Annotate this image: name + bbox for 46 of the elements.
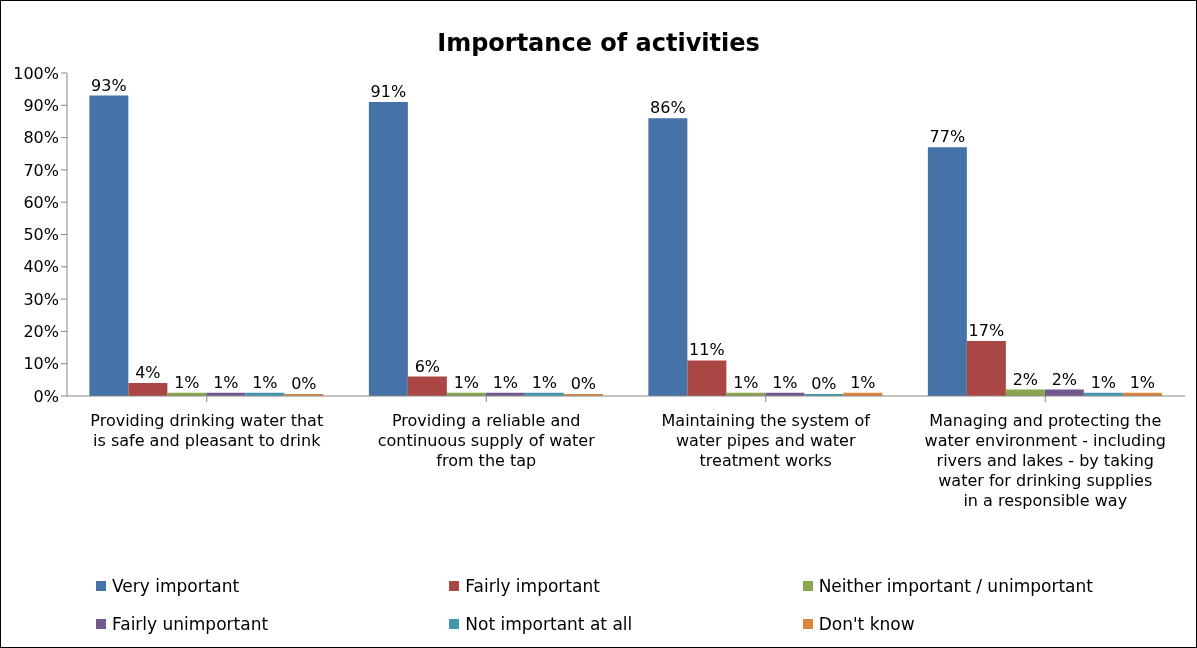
data-label: 2% — [1051, 369, 1078, 389]
data-label: 1% — [1129, 372, 1156, 392]
data-label: 1% — [850, 372, 876, 392]
data-label: 1% — [531, 372, 558, 392]
x-tick-label: Providing a reliable and continuous supply of water from the tap — [377, 411, 596, 470]
data-label: 1% — [213, 372, 239, 392]
data-label: 17% — [968, 321, 1005, 341]
legend-label: Don't know — [818, 614, 915, 634]
data-label: 0% — [811, 374, 837, 393]
data-label: 1% — [772, 372, 798, 392]
data-label: 1% — [174, 372, 200, 392]
chart-title: Importance of activities — [436, 29, 761, 57]
legend-label: Very important — [112, 576, 240, 596]
data-label: 6% — [414, 356, 441, 376]
y-tick-label: 60% — [23, 192, 59, 212]
y-tick-label: 80% — [23, 128, 59, 148]
data-label: 1% — [492, 372, 519, 392]
data-label: 1% — [453, 372, 480, 392]
data-label: 77% — [929, 127, 966, 147]
y-tick-label: 20% — [23, 322, 59, 342]
data-label: 0% — [291, 374, 317, 393]
legend-label: Neither important / unimportant — [818, 576, 1093, 596]
y-tick-label: 10% — [23, 354, 59, 374]
data-label: 91% — [370, 82, 407, 102]
y-tick-label: 30% — [23, 289, 59, 309]
x-tick-label: Providing drinking water that is safe and pleasant to drink — [90, 411, 324, 450]
x-tick-label: Managing and protecting the water environment - including rivers and lakes - by taking water for drinking supplies in a responsible way — [924, 411, 1166, 510]
data-label: 2% — [1012, 369, 1039, 389]
legend-label: Not important at all — [465, 614, 633, 634]
data-label: 86% — [650, 98, 686, 118]
data-label: 11% — [689, 340, 725, 360]
y-tick-label: 100% — [13, 63, 59, 83]
y-tick-label: 40% — [23, 257, 59, 277]
data-label: 4% — [135, 363, 161, 383]
legend-label: Fairly important — [465, 576, 600, 596]
data-label: 0% — [570, 374, 597, 393]
data-label: 1% — [252, 372, 278, 392]
data-label: 93% — [91, 75, 127, 95]
y-tick-label: 0% — [33, 386, 59, 406]
data-label: 1% — [1090, 372, 1117, 392]
y-tick-label: 50% — [23, 225, 59, 245]
legend-label: Fairly unimportant — [112, 614, 269, 634]
y-tick-label: 90% — [23, 95, 59, 115]
y-tick-label: 70% — [23, 160, 59, 180]
x-tick-label: Maintaining the system of water pipes and water treatment works — [661, 411, 871, 470]
data-label: 1% — [733, 372, 759, 392]
